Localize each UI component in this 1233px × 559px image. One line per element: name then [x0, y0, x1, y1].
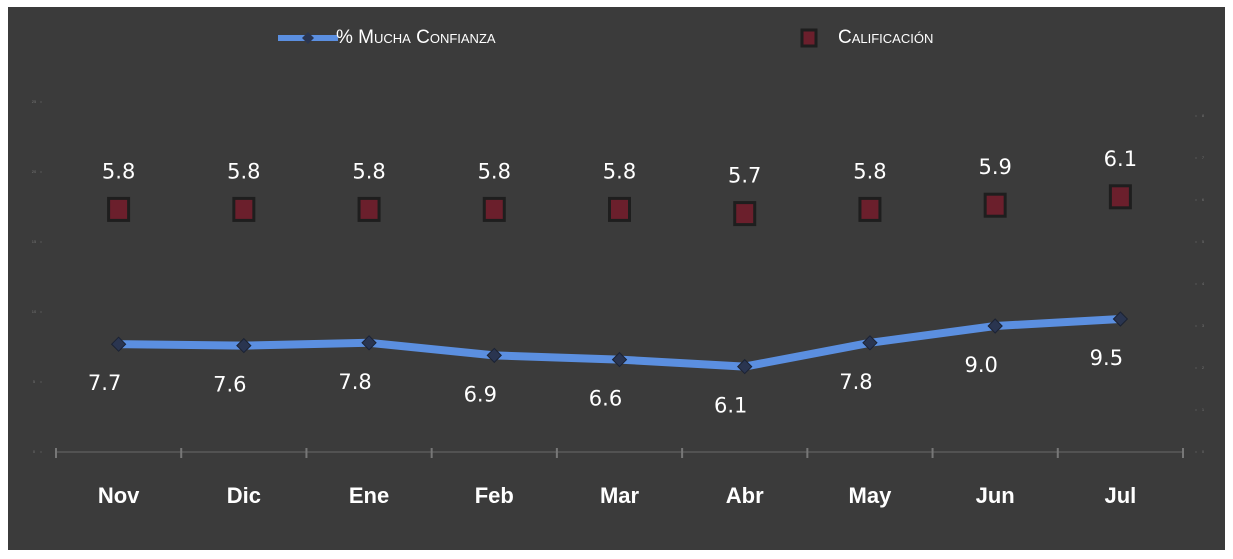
marker — [858, 196, 882, 222]
marker — [608, 196, 631, 222]
marker — [110, 336, 127, 352]
data-label: 5.8 — [853, 159, 886, 183]
data-label: 6.1 — [1104, 147, 1137, 171]
y-tick-label: 20 — [32, 169, 37, 174]
data-label: 6.6 — [589, 387, 622, 411]
marker — [482, 196, 506, 222]
marker — [737, 358, 753, 375]
marker — [486, 347, 502, 364]
x-tick-label: Ene — [349, 483, 389, 508]
marker — [236, 337, 252, 354]
data-label: 5.9 — [978, 155, 1011, 179]
data-label: 5.8 — [352, 159, 385, 183]
x-tick-label: Abr — [726, 483, 764, 508]
data-label: 7.8 — [338, 370, 371, 394]
y2-tick-label: 2 — [1202, 365, 1205, 370]
y2-tick-label: 1 — [1202, 407, 1205, 412]
data-label: 6.1 — [714, 394, 747, 418]
data-label: 9.5 — [1090, 346, 1123, 370]
x-tick-label: Dic — [227, 483, 261, 508]
y-tick-label: 15 — [32, 239, 37, 244]
legend-label: % Mucha Confianza — [336, 27, 496, 48]
data-label: 7.8 — [839, 370, 872, 394]
marker — [611, 351, 628, 368]
x-tick-label: May — [849, 483, 893, 508]
y2-tick-label: 3 — [1202, 323, 1205, 328]
data-label: 5.8 — [227, 159, 260, 183]
y2-tick-label: 6 — [1202, 197, 1205, 202]
marker — [361, 335, 377, 351]
data-label: 5.7 — [728, 164, 761, 188]
marker — [357, 196, 381, 222]
data-label: 7.7 — [88, 371, 121, 395]
x-tick-label: Jul — [1104, 483, 1136, 508]
y2-tick-label: 7 — [1202, 155, 1205, 160]
marker — [987, 318, 1003, 334]
legend-label: Calificación — [838, 27, 933, 48]
y-tick-label: 10 — [32, 309, 37, 314]
chart-background — [8, 7, 1225, 550]
y2-tick-label: 4 — [1202, 281, 1205, 286]
x-tick-label: Feb — [475, 483, 514, 508]
data-label: 6.9 — [464, 382, 497, 406]
marker — [733, 201, 757, 227]
y-tick-label: 0 — [33, 449, 36, 454]
data-label: 5.8 — [603, 159, 636, 183]
marker — [983, 192, 1007, 218]
x-tick-label: Mar — [600, 483, 640, 508]
y2-tick-label: 0 — [1202, 449, 1205, 454]
legend-marker — [302, 32, 314, 44]
x-tick-label: Nov — [98, 483, 140, 508]
y-tick-label: 5 — [33, 379, 36, 384]
data-label: 9.0 — [964, 353, 997, 377]
marker — [232, 196, 256, 222]
x-tick-label: Jun — [976, 483, 1015, 508]
legend-marker — [800, 28, 818, 48]
marker — [1112, 311, 1129, 327]
marker — [107, 196, 131, 222]
marker — [1108, 184, 1132, 210]
y2-tick-label: 8 — [1202, 113, 1205, 118]
y2-tick-label: 5 — [1202, 239, 1205, 244]
marker — [862, 335, 878, 351]
data-label: 5.8 — [478, 159, 511, 183]
data-label: 5.8 — [102, 159, 135, 183]
y-tick-label: 25 — [32, 99, 37, 104]
data-label: 7.6 — [213, 373, 246, 397]
